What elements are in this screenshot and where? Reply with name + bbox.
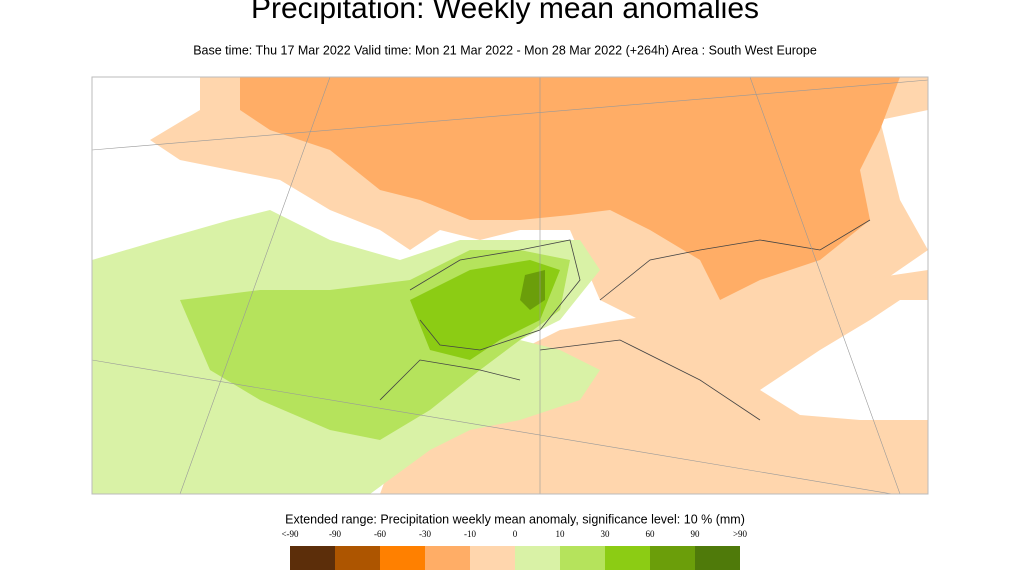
- color-box: [425, 546, 470, 570]
- color-box: [515, 546, 560, 570]
- color-box: [695, 546, 740, 570]
- color-label: 90: [691, 529, 701, 539]
- color-label: >90: [733, 529, 748, 539]
- legend-title: Extended range: Precipitation weekly mea…: [285, 512, 745, 526]
- title: Precipitation: Weekly mean anomalies: [251, 0, 759, 25]
- map: [91, 76, 929, 495]
- color-label: -90: [329, 529, 341, 539]
- color-box: [335, 546, 380, 570]
- color-label: 10: [556, 529, 566, 539]
- color-label: 0: [513, 529, 518, 539]
- color-box: [650, 546, 695, 570]
- color-box: [290, 546, 335, 570]
- color-box: [380, 546, 425, 570]
- subtitle: Base time: Thu 17 Mar 2022 Valid time: M…: [193, 43, 817, 57]
- color-box: [605, 546, 650, 570]
- color-label: -30: [419, 529, 431, 539]
- color-label: -60: [374, 529, 386, 539]
- color-label: 60: [646, 529, 656, 539]
- color-box: [560, 546, 605, 570]
- color-box: [470, 546, 515, 570]
- color-label: -10: [464, 529, 476, 539]
- colorbar: <-90 -90 -60 -30 -10 0 10 30 60 90 >90: [281, 529, 748, 570]
- color-label: <-90: [281, 529, 299, 539]
- color-label: 30: [601, 529, 611, 539]
